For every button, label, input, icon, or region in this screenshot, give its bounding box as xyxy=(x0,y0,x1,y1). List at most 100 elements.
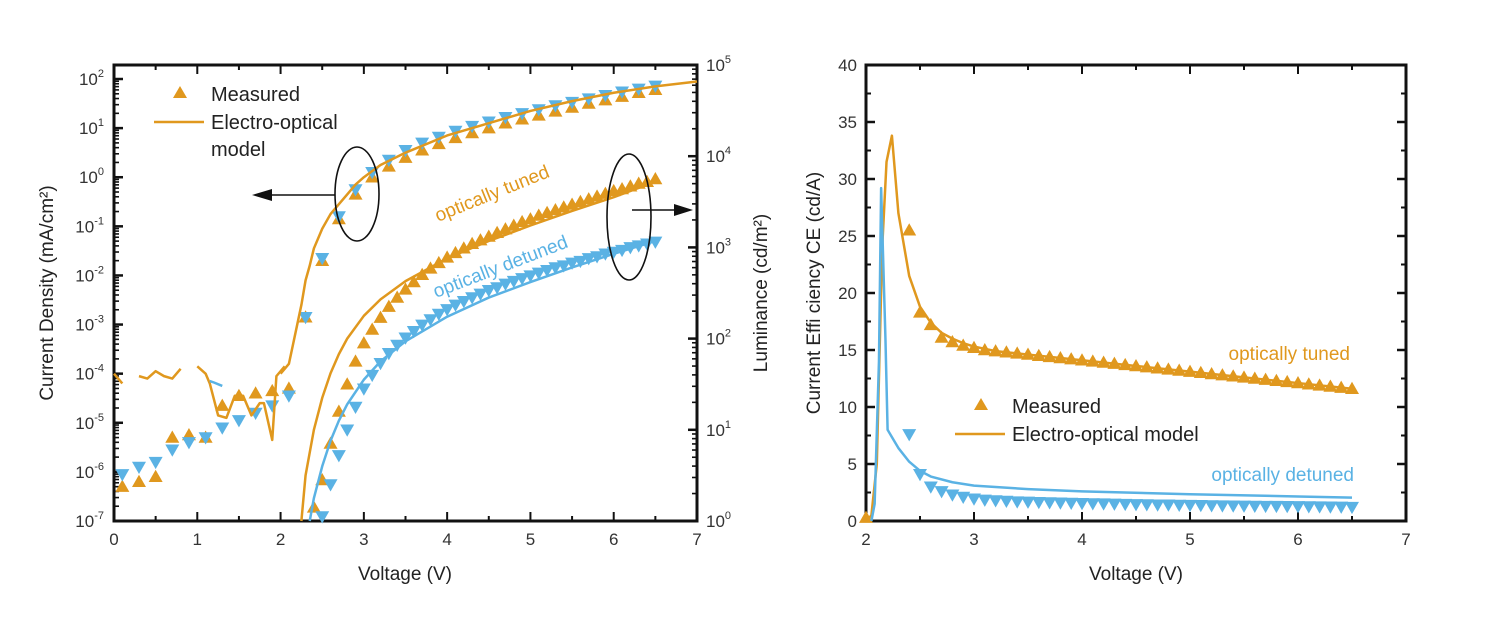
data-point xyxy=(423,314,438,327)
data-point xyxy=(115,479,130,492)
y-tick-label: 20 xyxy=(838,284,857,303)
data-point xyxy=(1247,500,1262,513)
x-tick-label: 0 xyxy=(109,530,118,549)
data-point xyxy=(131,474,146,487)
data-point xyxy=(306,500,321,513)
data-point xyxy=(1312,501,1327,514)
data-point xyxy=(1161,499,1176,512)
data-point xyxy=(398,282,413,295)
data-point xyxy=(1129,499,1143,512)
x-tick-label: 2 xyxy=(861,530,870,549)
data-point xyxy=(1323,501,1338,514)
data-point xyxy=(248,386,263,399)
data-point xyxy=(181,437,196,450)
data-point xyxy=(481,285,496,298)
data-point xyxy=(415,319,430,332)
data-point xyxy=(490,225,505,239)
left-y2-axis-title: Luminance (cd/m²) xyxy=(751,214,772,372)
data-point xyxy=(934,330,949,343)
data-point xyxy=(398,144,413,158)
data-point xyxy=(315,253,330,266)
data-point xyxy=(131,461,146,474)
data-point xyxy=(1139,499,1154,512)
left-y-axis-title: Current Density (mA/cm²) xyxy=(37,185,58,400)
x-tick-label: 7 xyxy=(1401,530,1410,549)
y-tick-label: 25 xyxy=(838,227,857,246)
right-x-axis-title: Voltage (V) xyxy=(1089,564,1183,585)
data-point xyxy=(1345,501,1359,515)
left-arrow-head xyxy=(252,189,272,201)
right-y-axis-title: Current Effi ciency CE (cd/A) xyxy=(804,172,825,415)
data-point xyxy=(556,260,571,273)
data-point xyxy=(531,267,546,280)
y2-tick-label: 104 xyxy=(706,145,731,166)
data-point xyxy=(498,222,513,235)
data-point xyxy=(913,305,927,318)
data-point xyxy=(165,430,180,443)
model-line xyxy=(279,80,698,375)
data-point xyxy=(1031,496,1046,510)
data-point xyxy=(348,354,363,367)
data-point xyxy=(198,432,213,445)
data-point xyxy=(598,248,613,261)
data-point xyxy=(1021,496,1035,509)
data-point xyxy=(365,322,380,335)
model-line-segment xyxy=(196,365,286,442)
data-point xyxy=(1053,497,1068,510)
data-point xyxy=(440,304,455,317)
data-point xyxy=(473,288,488,301)
data-point xyxy=(923,481,938,494)
data-point xyxy=(215,422,230,435)
data-point xyxy=(967,493,981,506)
x-tick-label: 5 xyxy=(526,530,535,549)
data-point xyxy=(265,400,280,413)
data-point xyxy=(523,212,538,225)
data-point xyxy=(1258,500,1273,514)
y2-tick-label: 105 xyxy=(706,54,731,75)
data-point xyxy=(902,223,917,236)
data-point xyxy=(298,311,313,325)
y-tick-label: 10-3 xyxy=(75,314,104,335)
data-point xyxy=(515,273,530,286)
data-point xyxy=(1334,501,1349,514)
data-point xyxy=(977,494,992,507)
data-point xyxy=(331,211,346,224)
data-point xyxy=(540,264,555,278)
y-tick-label: 10-4 xyxy=(75,363,104,384)
data-point xyxy=(506,275,521,289)
data-point xyxy=(340,424,355,437)
data-point xyxy=(356,336,371,349)
data-point xyxy=(1193,500,1208,513)
data-point xyxy=(934,486,949,499)
legend-measured-marker xyxy=(974,398,988,410)
model-line-segment xyxy=(138,367,182,380)
data-point xyxy=(506,218,521,231)
data-point xyxy=(331,450,346,463)
y-tick-label: 102 xyxy=(79,68,104,89)
legend-measured-marker xyxy=(173,86,187,98)
y-tick-label: 10-5 xyxy=(75,412,104,433)
left-axis-ellipse xyxy=(334,146,380,242)
data-point xyxy=(348,401,363,414)
data-point xyxy=(265,383,280,397)
data-point xyxy=(956,338,971,351)
left-legend: Measured Electro-optical model xyxy=(154,84,338,161)
data-point xyxy=(148,469,163,483)
model-line xyxy=(870,186,1353,522)
data-point xyxy=(1226,500,1241,513)
data-point xyxy=(431,308,446,321)
data-point xyxy=(415,137,430,150)
data-point xyxy=(648,172,663,185)
x-tick-label: 2 xyxy=(276,530,285,549)
y-tick-label: 0 xyxy=(848,512,857,531)
data-point xyxy=(945,489,960,502)
y-tick-label: 15 xyxy=(838,341,857,360)
data-point xyxy=(590,251,605,264)
data-point xyxy=(1085,498,1100,511)
data-point xyxy=(373,357,388,371)
right-chart: 2 3 4 5 6 7 0 5 10 15 20 25 30 35 40 Measured Electro… xyxy=(804,56,1411,585)
x-tick-label: 7 xyxy=(692,530,701,549)
legend-model-label: Electro-optical xyxy=(211,112,338,134)
y-tick-label: 40 xyxy=(838,56,857,75)
